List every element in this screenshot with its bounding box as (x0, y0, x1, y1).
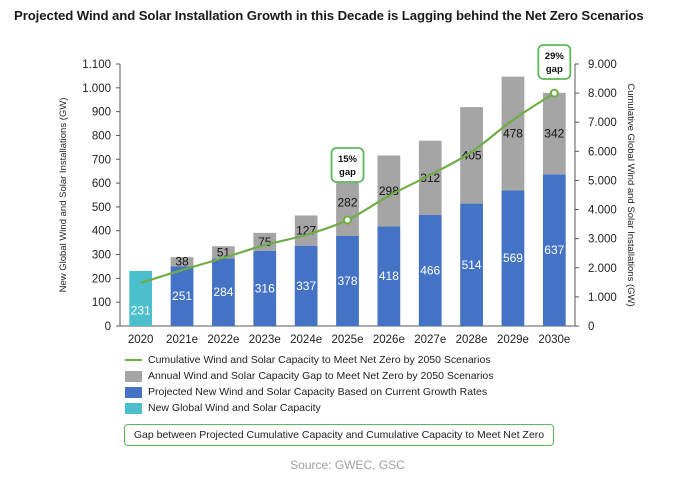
bar-value-label: 284 (213, 285, 233, 299)
x-tick-label: 2029e (497, 334, 529, 346)
legend-label: Projected New Wind and Solar Capacity Ba… (148, 386, 488, 398)
x-tick-label: 2028e (456, 334, 488, 346)
y-tick-label-left: 600 (92, 178, 111, 190)
bar-gap-label: 405 (462, 148, 482, 162)
bar-gap (294, 215, 318, 246)
bar-value-label: 231 (131, 303, 151, 317)
legend-swatch-teal (125, 402, 142, 414)
gap-annotation-box (537, 44, 572, 80)
bar-value-label: 378 (337, 274, 357, 288)
y-tick-label-right: 9.000 (588, 59, 617, 71)
bar-value-label: 569 (503, 251, 523, 265)
bar-value-label: 637 (544, 243, 564, 257)
x-tick-label: 2021e (166, 334, 198, 346)
gap-marker (549, 88, 559, 98)
bar-projected (460, 203, 483, 326)
bar-value-label: 337 (296, 279, 316, 293)
y-tick-label-left: 1.100 (82, 59, 111, 71)
legend: Cumulative Wind and Solar Capacity to Me… (125, 352, 494, 416)
gap-annotation-label: gap (339, 167, 356, 178)
legend-swatch-blue (125, 386, 142, 398)
y-tick-label-right: 0 (588, 321, 594, 333)
x-tick-label: 2022e (207, 334, 239, 346)
legend-line-swatch (125, 359, 142, 361)
bar-projected (212, 258, 235, 326)
x-tick-label: 2030e (538, 334, 570, 346)
source-note: Source: GWEC, GSC (290, 458, 405, 472)
gap-legend-box: Gap between Projected Cumulative Capacit… (124, 424, 554, 446)
y-tick-label-right: 1.000 (588, 292, 617, 304)
y-tick-label-left: 400 (92, 226, 111, 238)
y-tick-label-right: 3.000 (588, 234, 617, 246)
y-tick-label-left: 900 (92, 107, 111, 119)
gap-annotation-percent: 29% (545, 51, 565, 62)
bar-value-label: 251 (172, 289, 192, 303)
bar-projected (377, 226, 401, 326)
gap-annotation-label: gap (546, 64, 563, 75)
legend-item-cumulative: Cumulative Wind and Solar Capacity to Me… (125, 352, 494, 368)
y-tick-label-left: 500 (92, 202, 111, 214)
x-tick-label: 2027e (414, 334, 446, 346)
y-tick-label-right: 5.000 (588, 175, 617, 187)
y-tick-label-right: 4.000 (588, 205, 617, 217)
x-tick-label: 2023e (249, 334, 281, 346)
bar-gap-label: 342 (544, 127, 564, 141)
bar-gap (336, 168, 359, 236)
y-tick-label-left: 100 (92, 297, 111, 309)
gap-annotation-box (330, 147, 365, 183)
bar-gap-label: 312 (420, 171, 440, 185)
legend-item-gap: Annual Wind and Solar Capacity Gap to Me… (125, 368, 494, 384)
x-tick-label: 2026e (373, 334, 405, 346)
bar-value-label: 514 (462, 258, 482, 272)
bar-projected (418, 215, 442, 326)
bar-gap (460, 107, 483, 204)
bar-projected (294, 245, 318, 326)
bar-projected (542, 174, 566, 326)
y-tick-label-right: 7.000 (588, 117, 617, 129)
legend-label: New Global Wind and Solar Capacity (148, 402, 321, 414)
y-tick-label-right: 6.000 (588, 146, 617, 158)
bar-gap-label: 478 (503, 127, 523, 141)
y-axis-label-right: Cumulative Global Wind and Solar Install… (625, 83, 636, 306)
bar-gap (542, 92, 566, 175)
bar-projected (253, 250, 277, 326)
x-tick-label: 2024e (290, 334, 322, 346)
bar-projected (501, 190, 525, 326)
bar-value-label: 316 (255, 281, 275, 295)
bar-projected (170, 266, 194, 326)
bar-gap (170, 257, 194, 267)
gap-annotation-percent: 15% (338, 154, 358, 165)
legend-item-new-global: New Global Wind and Solar Capacity (125, 400, 494, 416)
y-tick-label-left: 800 (92, 130, 111, 142)
bar-gap-label: 38 (175, 255, 189, 269)
legend-item-projected: Projected New Wind and Solar Capacity Ba… (125, 384, 494, 400)
y-tick-label-right: 8.000 (588, 88, 617, 100)
y-tick-label-right: 2.000 (588, 263, 617, 275)
y-tick-label-left: 200 (92, 273, 111, 285)
bar-value-label: 418 (379, 269, 399, 283)
chart-title: Projected Wind and Solar Installation Gr… (14, 8, 644, 23)
x-tick-label: 2025e (332, 334, 364, 346)
bar-projected (336, 235, 359, 326)
y-tick-label-left: 1.000 (82, 83, 111, 95)
legend-label: Annual Wind and Solar Capacity Gap to Me… (148, 370, 494, 382)
legend-label: Cumulative Wind and Solar Capacity to Me… (148, 354, 491, 366)
bar-gap-label: 282 (337, 195, 357, 209)
bar-gap (501, 76, 525, 191)
y-tick-label-left: 0 (105, 321, 111, 333)
chart-area: 0 100 200 300 400 500 600 700 800 900 1.000 1.100 0 1… (58, 44, 636, 346)
y-tick-label-left: 700 (92, 154, 111, 166)
bar-gap (377, 155, 401, 227)
y-tick-label-left: 300 (92, 250, 111, 262)
x-tick-label: 2020 (128, 334, 154, 346)
gap-marker (343, 215, 352, 225)
bar-gap (418, 140, 442, 216)
y-axis-label-left: New Global Wind and Solar Installations … (58, 98, 69, 293)
bar-new-global (129, 270, 153, 326)
bar-value-label: 466 (420, 264, 440, 278)
bar-gap-label: 298 (379, 184, 399, 198)
legend-swatch-gray (125, 370, 142, 382)
